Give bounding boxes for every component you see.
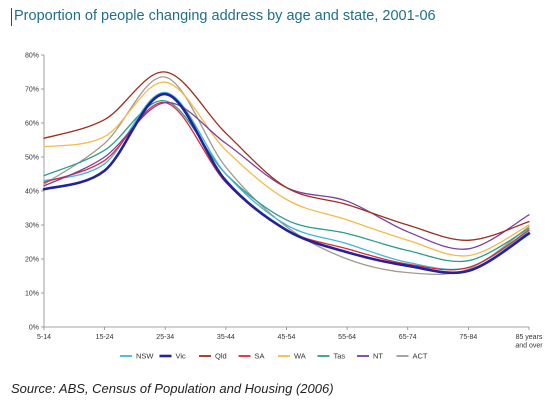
chart-legend: NSW Vic Qld SA WA Tas NT ACT	[120, 352, 428, 361]
y-tick-label: 10%	[25, 291, 39, 298]
y-tick-label: 20%	[25, 257, 39, 264]
y-tick-label: 60%	[25, 121, 39, 128]
legend-label-qld: Qld	[215, 352, 227, 361]
series-line-wa	[43, 81, 530, 257]
y-tick-label: 40%	[25, 189, 39, 196]
series-line-act	[43, 76, 530, 276]
x-tick-label: 15-24	[96, 334, 114, 341]
x-tick-label: 65-74	[399, 334, 417, 341]
legend-label-sa: SA	[255, 352, 265, 361]
series-line-qld	[43, 71, 530, 241]
x-tick-label: and over	[515, 343, 543, 350]
y-axis-ticks: 0% 10% 20% 30% 40% 50% 60% 70% 80%	[25, 53, 44, 332]
y-tick-label: 80%	[25, 53, 39, 60]
legend-label-nsw: NSW	[136, 352, 154, 361]
series-lines	[42, 71, 531, 276]
x-tick-label: 5-14	[37, 334, 51, 341]
series-line-vic	[42, 92, 531, 275]
x-tick-label: 45-54	[278, 334, 296, 341]
title-cursor	[11, 8, 12, 26]
y-tick-label: 0%	[29, 325, 39, 332]
y-tick-label: 50%	[25, 155, 39, 162]
legend-label-vic: Vic	[176, 352, 187, 361]
series-line-nsw	[43, 91, 530, 271]
x-tick-label: 25-34	[156, 334, 174, 341]
legend-label-nt: NT	[373, 352, 383, 361]
x-tick-label: 75-84	[459, 334, 477, 341]
chart-axes	[43, 55, 529, 328]
chart-title: Proportion of people changing address by…	[14, 8, 436, 24]
x-axis-ticks: 5-14 15-24 25-34 35-44 45-54 55-64 65-74 75-84 8…	[37, 327, 543, 350]
y-tick-label: 30%	[25, 223, 39, 230]
legend-label-wa: WA	[294, 352, 306, 361]
y-tick-label: 70%	[25, 87, 39, 94]
source-note: Source: ABS, Census of Population and Ho…	[11, 381, 334, 396]
legend-label-act: ACT	[413, 352, 428, 361]
x-tick-label: 55-64	[338, 334, 356, 341]
x-tick-label: 35-44	[217, 334, 235, 341]
x-tick-label: 85 years	[516, 334, 543, 341]
legend-label-tas: Tas	[334, 352, 346, 361]
series-line-tas	[43, 100, 530, 263]
